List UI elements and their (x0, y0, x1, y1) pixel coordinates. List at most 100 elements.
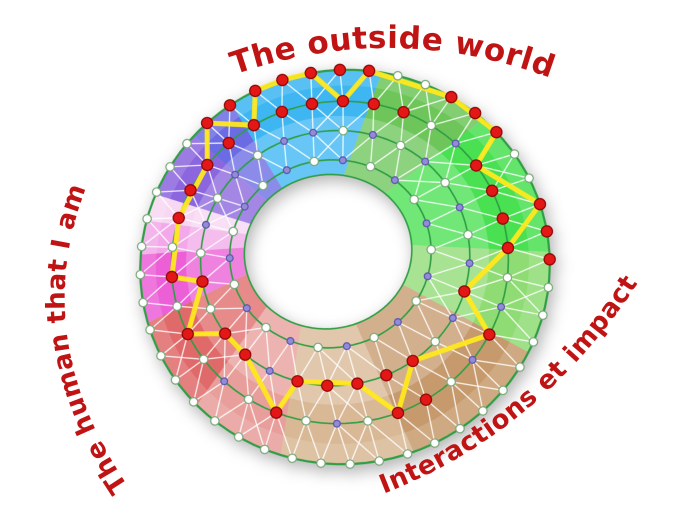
node-r4-32[interactable] (145, 325, 155, 335)
node-r2-6[interactable] (455, 203, 464, 212)
node-r4-2[interactable] (362, 64, 376, 78)
node-r3-23[interactable] (198, 354, 209, 365)
node-r3-22[interactable] (220, 377, 229, 386)
node-r4-15[interactable] (528, 337, 539, 347)
node-r2-22[interactable] (195, 248, 206, 258)
node-r4-22[interactable] (374, 456, 385, 466)
sector-pink-pale[interactable] (142, 179, 252, 251)
node-r2-9[interactable] (458, 285, 471, 298)
node-r4-43[interactable] (276, 73, 289, 87)
node-r4-24[interactable] (316, 458, 326, 468)
node-r3-30[interactable] (201, 158, 214, 172)
node-r1-7[interactable] (423, 272, 432, 281)
node-r1-0[interactable] (309, 156, 320, 167)
node-r3-9[interactable] (501, 241, 515, 255)
node-r4-8[interactable] (509, 149, 520, 159)
node-r2-27[interactable] (280, 137, 289, 146)
node-r4-19[interactable] (455, 423, 465, 434)
node-r4-29[interactable] (188, 397, 199, 407)
node-r4-37[interactable] (151, 187, 162, 197)
node-r1-9[interactable] (393, 318, 402, 327)
node-r2-16[interactable] (291, 375, 304, 388)
node-r3-24[interactable] (181, 327, 194, 341)
node-r3-13[interactable] (468, 355, 477, 364)
node-r4-36[interactable] (142, 214, 152, 224)
node-r3-19[interactable] (301, 416, 311, 426)
node-r3-2[interactable] (367, 97, 381, 111)
node-r4-7[interactable] (490, 125, 503, 139)
node-r2-15[interactable] (321, 379, 334, 392)
node-r4-26[interactable] (259, 444, 270, 455)
node-r3-16[interactable] (391, 406, 405, 420)
node-r3-20[interactable] (270, 406, 283, 419)
node-r3-25[interactable] (172, 301, 182, 312)
node-r4-6[interactable] (468, 106, 482, 120)
node-r4-12[interactable] (543, 253, 556, 266)
node-r4-25[interactable] (287, 453, 298, 464)
node-r4-17[interactable] (498, 385, 508, 396)
node-r3-28[interactable] (172, 211, 185, 225)
node-r1-4[interactable] (409, 194, 419, 205)
node-r2-5[interactable] (440, 177, 450, 188)
node-r3-33[interactable] (275, 105, 289, 119)
node-r3-11[interactable] (497, 302, 506, 311)
node-r1-8[interactable] (411, 296, 421, 306)
node-r4-28[interactable] (210, 416, 220, 426)
node-r3-3[interactable] (397, 105, 410, 119)
sector-blue-violet[interactable] (189, 98, 283, 211)
sector-purple[interactable] (147, 126, 270, 240)
node-r2-2[interactable] (368, 130, 377, 139)
node-r2-14[interactable] (351, 377, 364, 390)
node-r4-21[interactable] (402, 449, 413, 459)
node-r1-1[interactable] (338, 156, 347, 165)
node-r4-31[interactable] (156, 351, 166, 361)
sector-pink-light[interactable] (135, 204, 249, 266)
node-r1-6[interactable] (426, 244, 436, 255)
node-r4-39[interactable] (182, 138, 192, 149)
node-r4-3[interactable] (392, 70, 403, 81)
node-r3-21[interactable] (243, 394, 254, 405)
node-r4-14[interactable] (538, 310, 548, 320)
node-r2-12[interactable] (406, 354, 419, 368)
node-r3-14[interactable] (446, 377, 456, 387)
node-r4-23[interactable] (345, 459, 355, 469)
node-r3-5[interactable] (451, 139, 460, 148)
node-r3-29[interactable] (184, 184, 197, 197)
node-r4-38[interactable] (165, 162, 175, 172)
node-r2-4[interactable] (421, 157, 430, 166)
node-r4-40[interactable] (200, 116, 214, 130)
node-r1-5[interactable] (422, 219, 431, 228)
node-r3-27[interactable] (167, 242, 178, 252)
node-r2-3[interactable] (395, 140, 406, 151)
node-r2-23[interactable] (201, 220, 210, 229)
node-r2-0[interactable] (309, 128, 318, 137)
node-r4-11[interactable] (540, 225, 554, 238)
node-r2-1[interactable] (338, 125, 348, 136)
node-r2-11[interactable] (430, 336, 441, 347)
node-r4-4[interactable] (420, 79, 431, 90)
node-r3-12[interactable] (483, 328, 496, 341)
node-r4-42[interactable] (249, 84, 262, 98)
node-r3-7[interactable] (485, 184, 499, 197)
node-r4-34[interactable] (135, 269, 146, 280)
node-r3-31[interactable] (222, 136, 235, 150)
node-r1-17[interactable] (225, 254, 234, 263)
node-r3-18[interactable] (332, 419, 341, 428)
node-r2-25[interactable] (231, 170, 240, 179)
sector-tan-light[interactable] (259, 310, 414, 478)
node-r3-32[interactable] (247, 118, 261, 132)
node-r1-14[interactable] (261, 322, 271, 333)
node-r1-10[interactable] (369, 332, 379, 343)
node-r2-19[interactable] (218, 327, 232, 340)
node-r1-15[interactable] (242, 304, 251, 313)
node-r2-7[interactable] (463, 229, 473, 240)
node-r2-13[interactable] (380, 369, 393, 382)
node-r3-10[interactable] (502, 272, 513, 283)
node-r2-10[interactable] (448, 314, 457, 323)
node-r4-20[interactable] (429, 438, 440, 448)
node-r3-26[interactable] (165, 270, 179, 284)
node-r4-35[interactable] (136, 241, 147, 252)
node-r4-10[interactable] (533, 197, 547, 211)
node-r4-0[interactable] (304, 66, 317, 80)
node-r4-5[interactable] (445, 90, 458, 104)
